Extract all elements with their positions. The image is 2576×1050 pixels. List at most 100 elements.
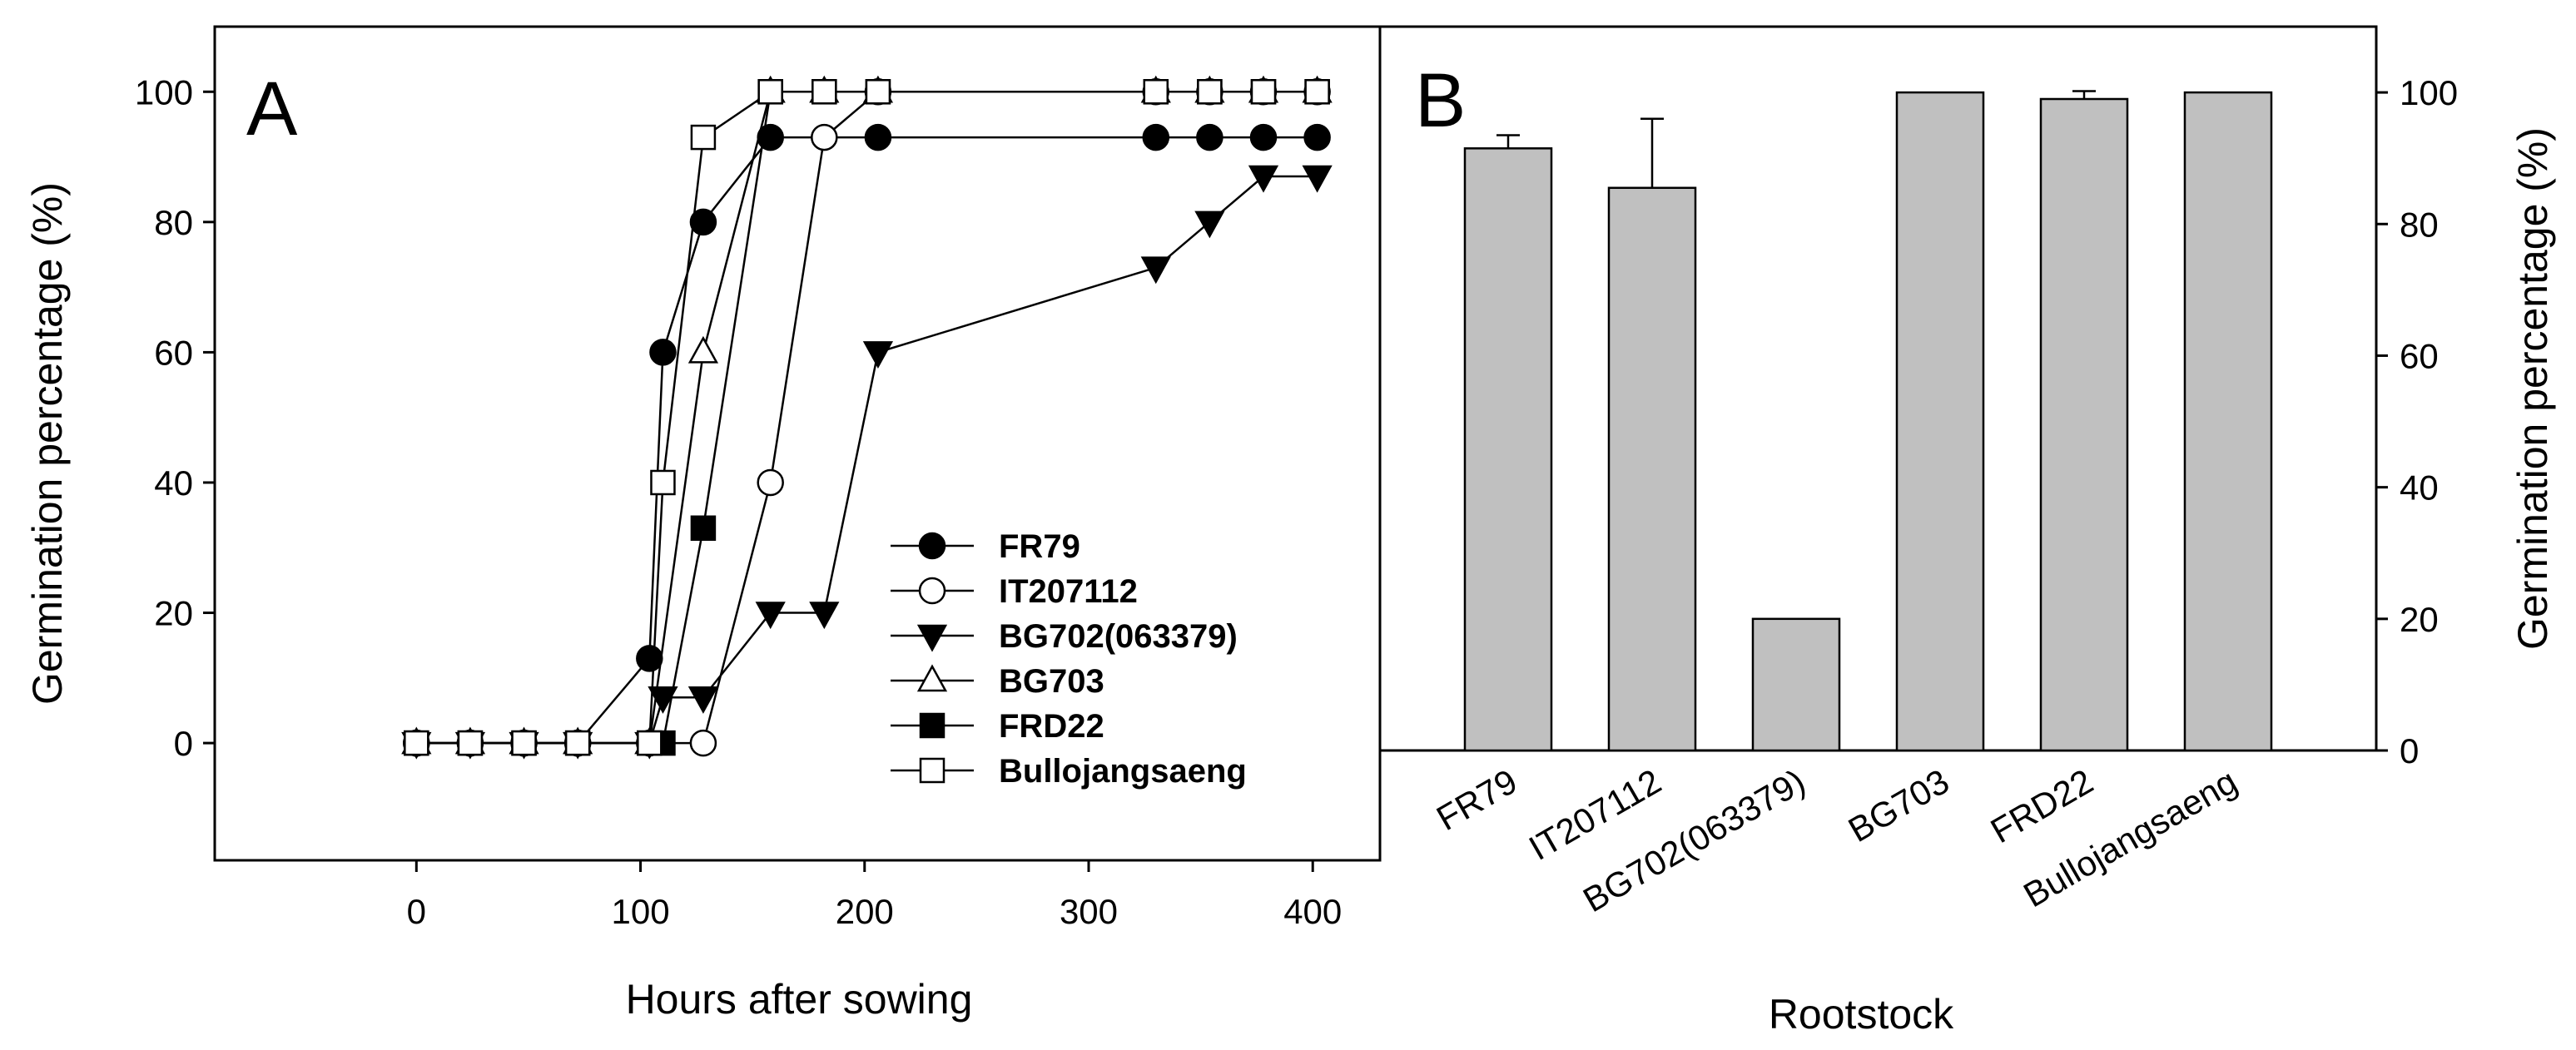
panel-b-x-title: Rootstock xyxy=(1769,991,1954,1038)
x-tick-label: 100 xyxy=(611,892,669,931)
bar-bg702-063379- xyxy=(1751,617,1841,752)
bar xyxy=(1895,91,1985,752)
legend-marker xyxy=(919,712,946,739)
data-point xyxy=(1140,256,1171,285)
data-point xyxy=(1143,79,1169,105)
bar-bg703 xyxy=(1895,91,1985,752)
data-point xyxy=(511,730,537,756)
bar-fr79 xyxy=(1463,134,1553,752)
data-point xyxy=(649,339,677,366)
y-tick-label: 40 xyxy=(154,463,193,503)
x-tick-label: 300 xyxy=(1060,892,1118,931)
panel-a-series xyxy=(401,75,1333,760)
data-point xyxy=(687,686,719,714)
y-tick-label: 20 xyxy=(2400,600,2439,639)
y-tick-label: 80 xyxy=(2400,205,2439,244)
data-point xyxy=(690,124,717,151)
panel-a-x-axis: 0 100 200 300 400 xyxy=(407,860,1342,931)
data-point xyxy=(689,208,717,236)
bar xyxy=(1751,617,1841,752)
legend-label: BG703 xyxy=(999,663,1104,700)
data-point xyxy=(1249,123,1278,151)
bar-it207112 xyxy=(1607,117,1697,752)
data-point xyxy=(1303,123,1331,151)
data-point xyxy=(809,602,840,630)
data-point xyxy=(1196,123,1223,151)
data-point xyxy=(650,469,676,496)
x-tick-label: 200 xyxy=(836,892,894,931)
data-point xyxy=(1248,165,1279,193)
legend-item: IT207112 xyxy=(891,573,1138,610)
data-point xyxy=(687,335,719,364)
y-tick-label: 20 xyxy=(154,594,193,633)
bar-bullojangsaeng xyxy=(2183,91,2273,752)
data-point xyxy=(865,79,891,105)
y-tick-label: 0 xyxy=(174,724,193,763)
panel-b-label: B xyxy=(1415,58,1466,143)
data-point xyxy=(862,341,894,369)
series-bg702-063379- xyxy=(401,165,1333,760)
data-point xyxy=(812,79,837,105)
data-point xyxy=(1302,165,1333,193)
data-point xyxy=(690,515,717,542)
panel-b-bars xyxy=(1463,90,2273,752)
panel-a-label: A xyxy=(246,67,298,151)
data-point xyxy=(811,123,838,151)
data-point xyxy=(689,729,717,757)
data-point xyxy=(864,123,892,151)
panel-a-frame xyxy=(213,25,1382,862)
data-point xyxy=(757,468,784,497)
legend-marker xyxy=(918,577,946,605)
data-point xyxy=(564,730,591,756)
legend-item: FRD22 xyxy=(891,708,1104,745)
legend-label: IT207112 xyxy=(999,573,1138,610)
legend-item: FR79 xyxy=(891,528,1080,565)
data-point xyxy=(457,730,484,756)
legend-label: BG702(063379) xyxy=(999,618,1238,655)
x-tick-label: 0 xyxy=(407,892,426,931)
category-label: BG703 xyxy=(1842,761,1956,849)
category-label: FR79 xyxy=(1430,761,1523,838)
panel-b-y-title: Germination percentage (%) xyxy=(2509,127,2556,650)
bar xyxy=(2183,91,2273,752)
x-tick-label: 400 xyxy=(1283,892,1342,931)
panel-a-y-title: Germination percentage (%) xyxy=(24,182,71,705)
y-tick-label: 60 xyxy=(2400,336,2439,375)
legend-marker xyxy=(918,532,946,560)
legend-label: FR79 xyxy=(999,528,1080,565)
panel-a: A 0 100 200 300 400 0 20 40 60 80 100 FR79 IT20711… xyxy=(24,25,1382,1023)
legend-marker xyxy=(916,624,948,652)
panel-b-frame xyxy=(1378,25,2378,752)
panel-a-legend: FR79 IT207112 BG702(063379) BG703 FRD22 Bullo… xyxy=(891,528,1247,790)
data-point xyxy=(757,79,783,105)
data-point xyxy=(637,730,663,756)
y-tick-label: 0 xyxy=(2400,731,2419,770)
data-point xyxy=(1250,79,1277,105)
bar xyxy=(1463,147,1553,752)
bar-frd22 xyxy=(2039,90,2129,752)
data-point xyxy=(755,602,786,630)
data-point xyxy=(1142,123,1170,151)
panel-b-y-axis: 0 20 40 60 80 100 xyxy=(2376,73,2458,770)
panel-a-x-title: Hours after sowing xyxy=(626,976,973,1023)
legend-item: Bullojangsaeng xyxy=(891,753,1247,790)
series-line xyxy=(416,175,1318,745)
y-tick-label: 80 xyxy=(154,203,193,242)
panel-a-y-axis: 0 20 40 60 80 100 xyxy=(135,72,215,763)
y-tick-label: 40 xyxy=(2400,468,2439,508)
series-fr79 xyxy=(403,123,1331,757)
series-bullojangsaeng xyxy=(404,79,1330,756)
legend-marker xyxy=(916,664,948,692)
data-point xyxy=(1194,210,1225,239)
category-label: FRD22 xyxy=(1984,761,2100,850)
data-point xyxy=(636,645,663,672)
data-point xyxy=(1304,79,1330,105)
y-tick-label: 100 xyxy=(135,72,193,111)
legend-marker xyxy=(919,757,946,784)
bar xyxy=(2039,97,2129,752)
y-tick-label: 100 xyxy=(2400,73,2458,112)
data-point xyxy=(404,730,429,756)
